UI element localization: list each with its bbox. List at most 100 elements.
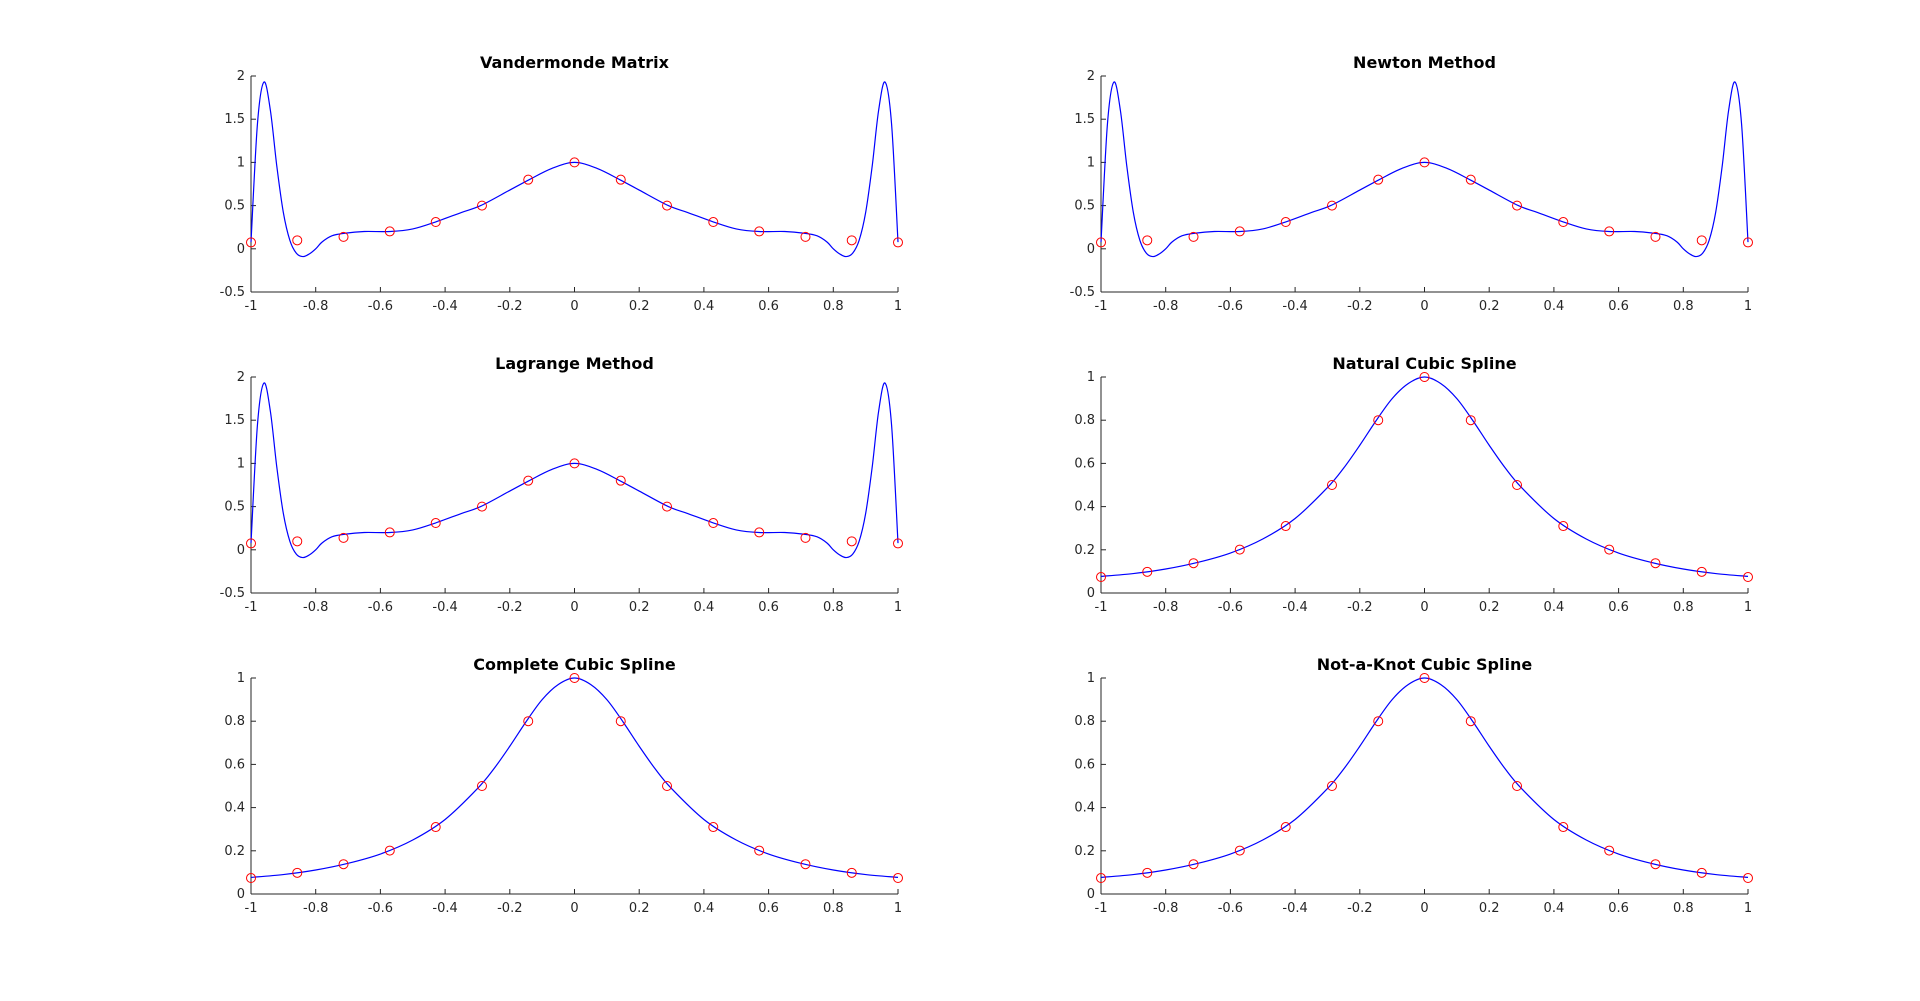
data-point-marker [1280,521,1291,532]
x-tick-label: 0.2 [629,901,650,916]
x-tick-label: 0 [570,600,578,615]
data-point-marker [1743,237,1753,248]
x-tick-label: 0.4 [1544,600,1565,615]
data-point-marker [430,518,441,529]
data-point-marker [893,873,903,884]
x-tick-label: -0.6 [368,600,393,615]
data-point-marker [615,716,626,727]
data-point-marker [1419,673,1430,683]
x-tick-label: 0.4 [694,600,715,615]
data-point-marker [615,475,626,486]
data-point-marker [800,859,811,870]
x-tick-label: 1 [894,600,902,615]
data-point-marker [338,859,349,870]
x-tick-label: 0.4 [694,901,715,916]
y-tick-label: 0.5 [1074,199,1095,214]
x-tick-label: 1 [894,299,902,314]
x-tick-label: 0.2 [629,600,650,615]
data-point-marker [430,822,441,833]
data-point-marker [1512,200,1523,211]
x-tick-label: 0.6 [1608,600,1629,615]
y-tick-label: 2 [237,370,245,385]
interpolant-curve [1100,376,1749,577]
x-tick-label: -1 [245,901,258,916]
subplot-1: Vandermonde Matrix -1 -0.8 -0.6 -0.4 -0.2 0 0.2… [220,53,903,314]
data-point-marker [754,527,765,538]
y-tick-label: 0 [237,543,245,558]
x-tick-label: -0.8 [303,299,328,314]
y-tick-label: 0.4 [1074,500,1095,515]
x-tick-label: -0.6 [368,299,393,314]
y-tick-label: 1.5 [1074,112,1095,127]
data-point-marker [1419,157,1430,168]
data-point-marker [1558,217,1569,228]
x-tick-label: -0.2 [1347,600,1372,615]
data-point-marker [1696,867,1707,878]
subplot-6: Not-a-Knot Cubic Spline -1 -0.8 -0.6 -0.4 -0.… [1074,655,1753,916]
data-point-marker [1604,845,1615,856]
data-point-marker [800,532,811,543]
data-point-marker [1096,873,1106,884]
x-tick-label: -0.6 [1218,299,1243,314]
x-tick-label: -0.2 [497,600,522,615]
x-tick-label: 0.8 [823,299,844,314]
x-tick-label: 0 [1420,299,1428,314]
x-tick-label: 0.8 [823,901,844,916]
data-point-marker [292,536,303,547]
x-tick-label: -0.8 [303,600,328,615]
y-tick-label: 0.6 [1074,456,1095,471]
y-tick-label: 0.4 [1074,801,1095,816]
data-point-marker [1465,174,1476,185]
data-point-marker [1326,200,1337,211]
data-point-marker [1419,372,1430,382]
data-point-marker [1743,873,1753,884]
y-tick-label: 0.8 [1074,413,1095,428]
data-point-marker [1696,235,1707,246]
x-tick-label: 0 [570,901,578,916]
x-tick-label: -0.2 [497,901,522,916]
x-tick-label: 1 [1744,600,1752,615]
data-point-marker [1558,521,1569,532]
x-tick-label: 0 [1420,901,1428,916]
data-point-marker [800,231,811,242]
data-point-marker [1558,822,1569,833]
data-point-marker [338,231,349,242]
y-tick-label: 1.5 [224,112,245,127]
data-point-marker [1696,566,1707,577]
x-tick-label: -0.4 [432,600,457,615]
data-point-marker [1096,237,1106,248]
data-point-marker [1604,226,1615,237]
data-point-marker [1142,566,1153,577]
data-point-marker [246,538,256,549]
y-tick-label: 2 [1087,69,1095,84]
x-tick-label: 0.8 [1673,299,1694,314]
y-tick-label: 2 [237,69,245,84]
x-tick-label: -1 [1095,901,1108,916]
x-tick-label: 0.2 [1479,600,1500,615]
data-point-marker [246,237,256,248]
data-point-marker [1650,859,1661,870]
data-point-marker [1326,781,1337,791]
interpolant-curve [250,677,899,878]
chart-title: Vandermonde Matrix [480,53,670,72]
y-tick-label: -0.5 [1070,285,1095,300]
data-point-marker [893,538,903,549]
y-tick-label: 0.4 [224,801,245,816]
data-point-marker [662,501,673,512]
x-tick-label: 0.6 [758,901,779,916]
x-tick-label: -0.6 [1218,901,1243,916]
y-tick-label: 0 [1087,242,1095,257]
data-point-marker [1188,558,1199,569]
x-tick-label: -0.4 [1282,299,1307,314]
data-point-marker [1234,845,1245,856]
x-tick-label: -1 [1095,600,1108,615]
x-tick-label: -0.6 [1218,600,1243,615]
x-tick-label: -1 [245,299,258,314]
subplot-5: Complete Cubic Spline -1 -0.8 -0.6 -0.4 -0.2 0… [224,655,903,916]
data-point-marker [1373,716,1384,727]
y-tick-label: 0.2 [224,844,245,859]
data-point-marker [1512,480,1523,490]
x-tick-label: 1 [894,901,902,916]
x-tick-label: -0.2 [1347,299,1372,314]
